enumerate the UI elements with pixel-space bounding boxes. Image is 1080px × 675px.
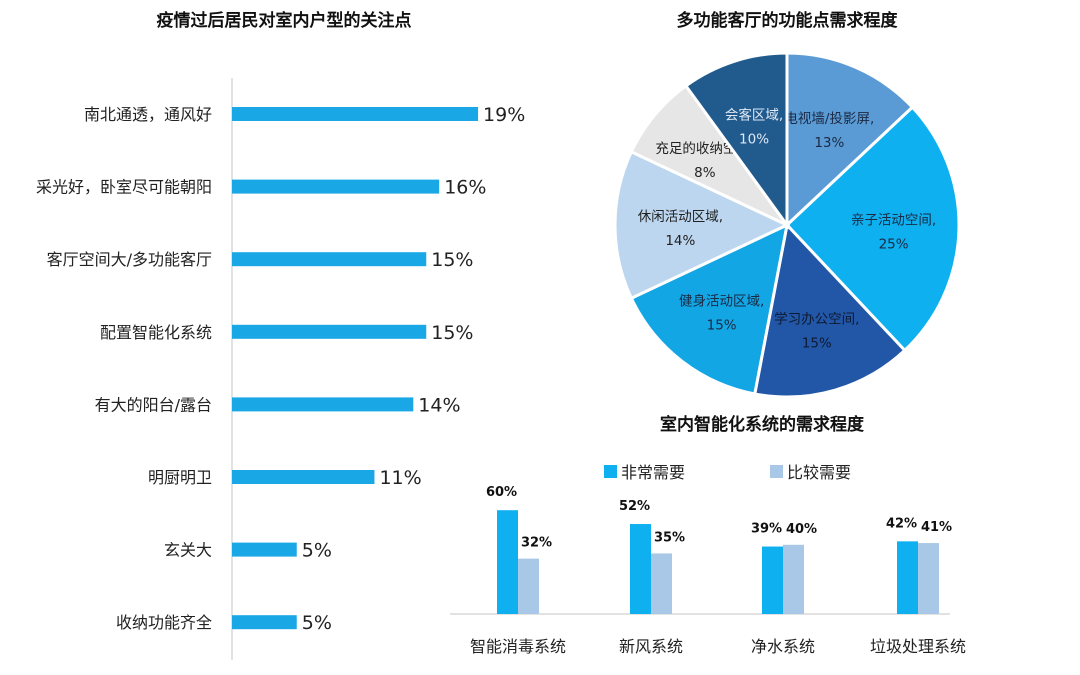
legend-label: 比较需要	[787, 463, 851, 482]
data-label: 39%	[751, 522, 782, 537]
data-label: 32%	[521, 536, 552, 551]
slice-label: 电视墙/投影屏, 13%	[784, 111, 874, 151]
slice-label: 亲子活动空间, 25%	[851, 212, 936, 252]
category-label: 明厨明卫	[148, 468, 212, 487]
data-label: 16%	[444, 177, 486, 199]
pie-slice	[613, 149, 791, 301]
data-label: 42%	[886, 516, 917, 531]
category-label: 收纳功能齐全	[116, 613, 212, 632]
legend-swatch	[770, 465, 783, 478]
category-label: 配置智能化系统	[100, 323, 212, 342]
pie-slice	[784, 105, 961, 353]
bar	[232, 470, 375, 484]
data-label: 5%	[302, 540, 332, 562]
category-label: 有大的阳台/露台	[95, 395, 212, 414]
data-label: 19%	[483, 104, 525, 126]
data-label: 40%	[786, 522, 817, 537]
bar	[651, 553, 672, 614]
bar	[783, 544, 804, 614]
bar	[497, 510, 518, 614]
bar	[232, 542, 297, 557]
bar	[762, 546, 783, 614]
bar	[232, 324, 427, 339]
category-label: 垃圾处理系统	[870, 637, 966, 656]
data-label: 52%	[619, 499, 650, 514]
bar	[897, 541, 918, 614]
pie-slice	[785, 51, 915, 229]
bar	[232, 179, 440, 194]
category-label: 采光好，卧室尽可能朝阳	[36, 178, 212, 197]
pie-slice	[629, 222, 790, 396]
bar	[232, 397, 414, 412]
data-label: 60%	[486, 485, 517, 500]
data-label: 15%	[431, 249, 473, 271]
legend-label: 非常需要	[621, 463, 685, 482]
bar	[518, 558, 539, 614]
chart1-title: 疫情过后居民对室内户型的关注点	[157, 10, 412, 31]
category-label: 智能消毒系统	[470, 637, 566, 656]
bar	[232, 615, 297, 630]
slice-label: 会客区域, 10%	[725, 107, 783, 148]
bar	[232, 107, 479, 121]
data-label: 14%	[418, 394, 460, 416]
bar	[232, 252, 427, 267]
legend-swatch	[604, 465, 617, 478]
chart2-title: 多功能客厅的功能点需求程度	[677, 10, 899, 31]
pie-slice	[753, 221, 907, 399]
data-label: 35%	[654, 530, 685, 545]
slice-label: 健身活动区域, 15%	[679, 293, 764, 333]
data-label: 41%	[921, 520, 952, 535]
category-label: 玄关大	[164, 541, 212, 560]
category-label: 南北通透，通风好	[84, 105, 212, 124]
slice-label: 学习办公空间, 15%	[774, 311, 859, 351]
pie-slice	[683, 51, 789, 230]
slice-label: 休闲活动区域, 14%	[638, 209, 723, 249]
bar	[918, 543, 939, 614]
category-label: 新风系统	[619, 637, 683, 656]
category-label: 客厅空间大/多功能客厅	[47, 250, 212, 269]
data-label: 5%	[302, 612, 332, 634]
data-label: 11%	[379, 467, 421, 489]
category-label: 净水系统	[751, 637, 815, 656]
bar	[630, 524, 651, 614]
chart3-title: 室内智能化系统的需求程度	[660, 414, 865, 435]
data-label: 15%	[431, 322, 473, 344]
